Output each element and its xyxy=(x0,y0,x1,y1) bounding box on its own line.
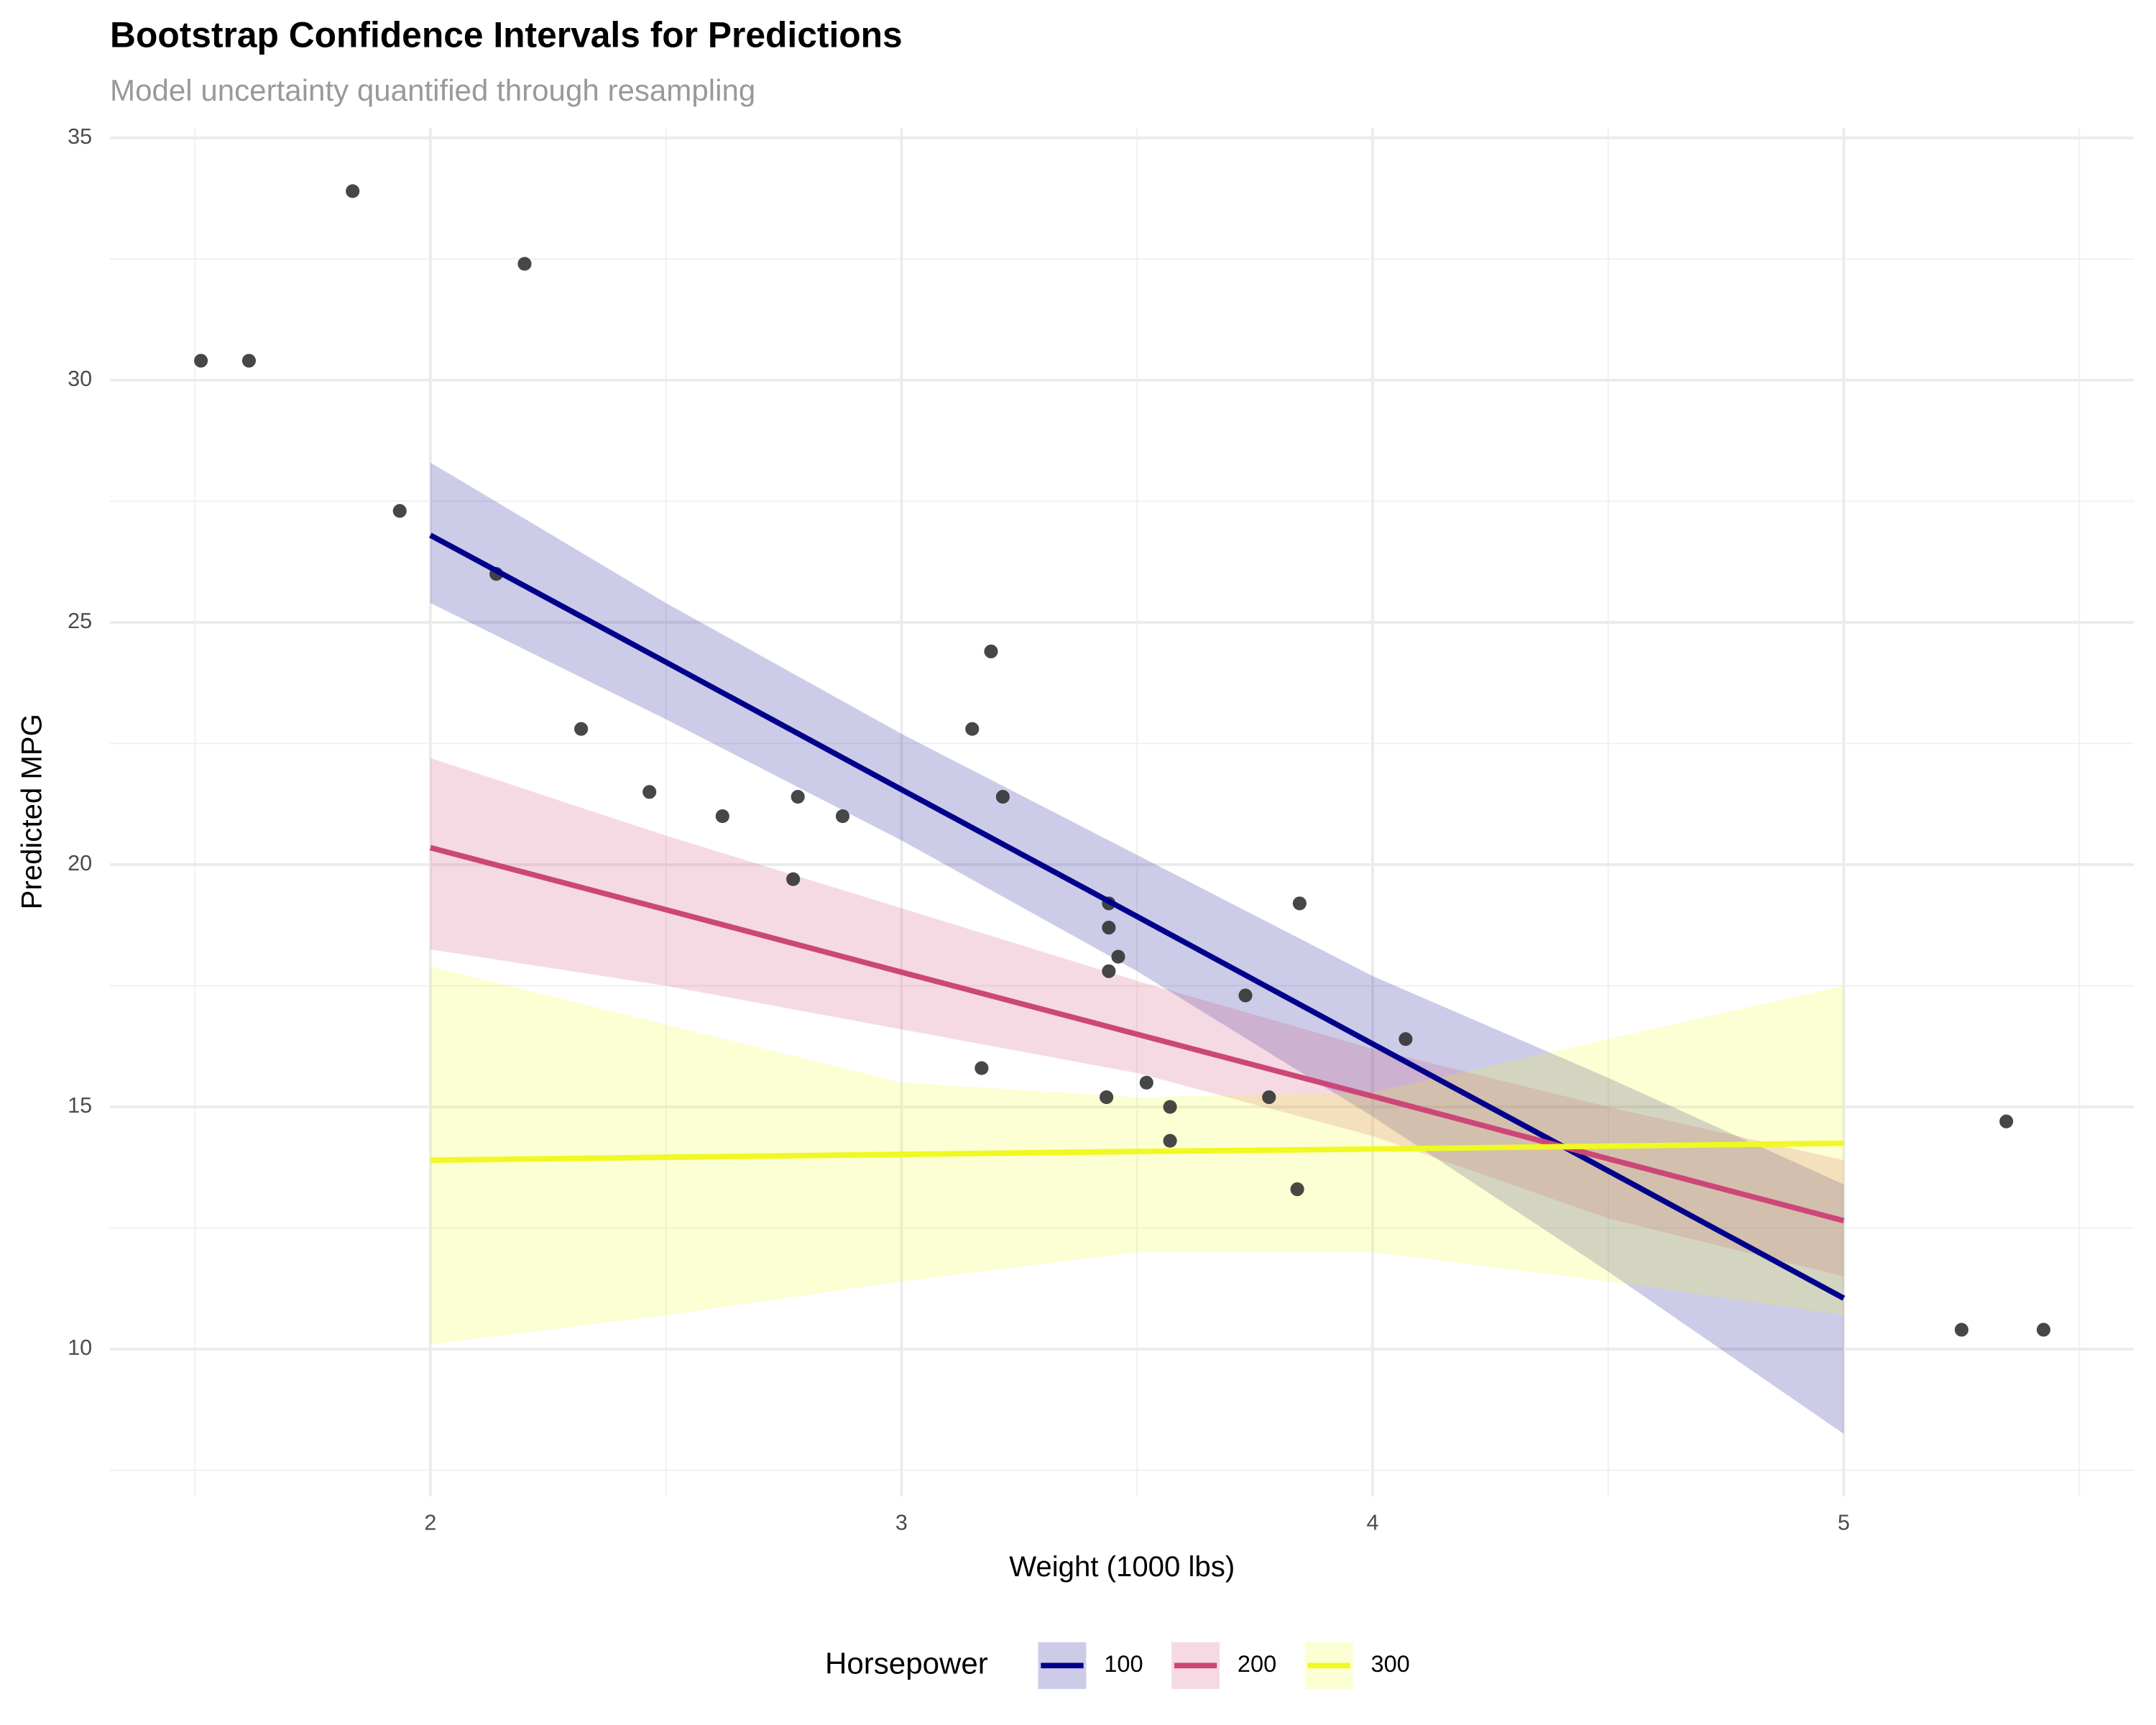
data-point xyxy=(791,790,805,804)
chart-title: Bootstrap Confidence Intervals for Predi… xyxy=(110,14,903,55)
legend-label: 100 xyxy=(1104,1651,1143,1677)
x-tick-label: 5 xyxy=(1838,1510,1850,1535)
data-point xyxy=(995,790,1010,804)
data-point xyxy=(2036,1322,2051,1337)
prediction-line xyxy=(430,1140,1844,1164)
y-tick-label: 35 xyxy=(68,124,92,149)
data-point xyxy=(975,1061,989,1075)
y-tick-label: 20 xyxy=(68,851,92,875)
data-point xyxy=(1163,1133,1177,1148)
data-point xyxy=(1139,1075,1153,1090)
data-point xyxy=(1238,988,1253,1003)
data-point xyxy=(835,809,850,824)
data-point xyxy=(1292,896,1307,911)
data-point xyxy=(1399,1032,1413,1046)
confidence-ribbon xyxy=(430,462,1844,1435)
grid: 2 3 4 5 10 15 20 25 30 35 xyxy=(68,124,2134,1535)
data-point xyxy=(984,644,998,658)
x-axis-title: Weight (1000 lbs) xyxy=(1009,1550,1235,1583)
data-point xyxy=(1100,1090,1114,1105)
legend-title: Horsepower xyxy=(825,1646,988,1680)
data-point xyxy=(965,722,980,736)
data-point xyxy=(1102,921,1116,935)
x-tick-label: 4 xyxy=(1366,1510,1378,1535)
data-point xyxy=(346,184,360,198)
data-point xyxy=(517,257,532,271)
data-point xyxy=(1290,1182,1304,1197)
chart-subtitle: Model uncertainty quantified through res… xyxy=(110,73,755,107)
x-tick-label: 2 xyxy=(424,1510,436,1535)
legend: Horsepower 100 200 300 xyxy=(825,1642,1410,1689)
data-point xyxy=(1954,1322,1969,1337)
y-tick-label: 30 xyxy=(68,367,92,391)
data-point xyxy=(392,504,407,518)
data-point xyxy=(194,354,208,368)
data-point xyxy=(1999,1114,2014,1128)
lines xyxy=(429,533,1846,1301)
data-point xyxy=(241,354,257,368)
y-tick-label: 25 xyxy=(68,609,92,633)
data-point xyxy=(1102,964,1116,978)
prediction-line xyxy=(429,845,1845,1224)
data-point xyxy=(1163,1100,1177,1114)
data-point xyxy=(574,722,589,736)
y-tick-label: 10 xyxy=(68,1335,92,1360)
x-tick-label: 3 xyxy=(895,1510,908,1535)
confidence-ribbon xyxy=(430,966,1844,1345)
legend-label: 200 xyxy=(1238,1651,1276,1677)
y-axis-title: Predicted MPG xyxy=(15,714,47,909)
y-tick-label: 15 xyxy=(68,1093,92,1118)
data-point xyxy=(786,872,801,886)
data-point xyxy=(642,785,657,799)
data-point xyxy=(715,809,729,824)
data-point xyxy=(1262,1090,1276,1105)
data-point xyxy=(1111,949,1125,964)
prediction-line xyxy=(429,533,1846,1301)
legend-label: 300 xyxy=(1371,1651,1410,1677)
